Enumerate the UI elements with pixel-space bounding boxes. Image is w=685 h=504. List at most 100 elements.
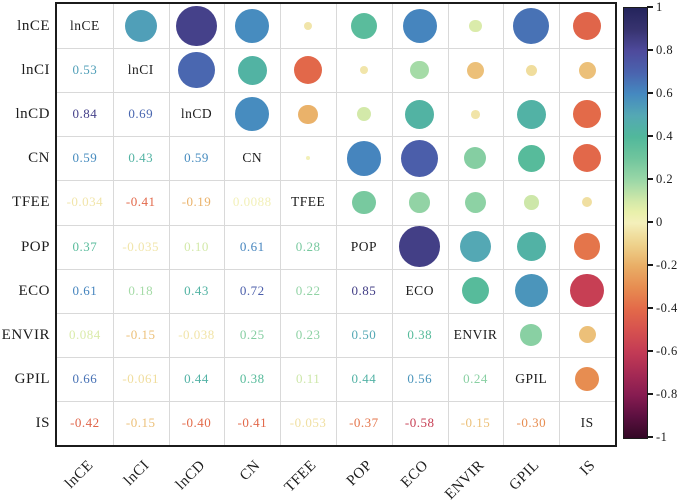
correlation-circle-cell (336, 92, 392, 136)
colorbar-tick-label: -0.4 (656, 301, 678, 315)
correlation-circle (578, 61, 596, 79)
correlation-circle-cell (336, 4, 392, 48)
gridline-horizontal (57, 224, 615, 226)
correlation-circle-cell (336, 136, 392, 180)
correlation-value-cell: 0.69 (113, 92, 169, 136)
correlation-circle-cell (559, 92, 615, 136)
correlation-value-cell: 0.44 (169, 357, 225, 401)
correlation-value: 0.66 (72, 370, 98, 386)
correlation-circle (356, 107, 371, 122)
correlation-value: 0.23 (295, 326, 321, 342)
correlation-circle-cell (392, 4, 448, 48)
colorbar-tick (647, 92, 653, 94)
correlation-circle (523, 195, 539, 210)
correlation-circle-cell (224, 4, 280, 48)
correlation-circle (582, 197, 593, 208)
correlation-circle-cell (280, 92, 336, 136)
y-axis-label-lnCI: lnCI (21, 62, 50, 79)
correlation-circle (516, 99, 546, 129)
correlation-circle (517, 144, 545, 172)
variable-label: GPIL (515, 370, 548, 386)
variable-label: TFEE (290, 194, 326, 210)
correlation-value-cell: 0.24 (448, 357, 504, 401)
correlation-circle (575, 366, 600, 391)
correlation-circle-cell (503, 92, 559, 136)
correlation-value-cell: 0.85 (336, 269, 392, 313)
gridline-vertical (559, 4, 561, 445)
correlation-value: 0.084 (69, 326, 101, 342)
correlation-circle (409, 192, 430, 213)
correlation-circle (350, 12, 378, 40)
correlation-circle-cell (559, 4, 615, 48)
correlation-circle (573, 100, 601, 129)
correlation-value: -0.58 (404, 414, 435, 430)
x-axis-label-lnCD: lnCD (172, 457, 209, 494)
correlation-value-cell: 0.84 (57, 92, 113, 136)
correlation-circle (304, 22, 313, 31)
correlation-circle-cell (224, 48, 280, 92)
correlation-value: 0.11 (295, 370, 321, 386)
correlation-value: 0.44 (184, 370, 209, 386)
correlation-value-cell: -0.42 (57, 401, 113, 445)
gridline-vertical (391, 4, 393, 445)
correlation-circle (178, 51, 215, 89)
correlation-value-cell: 0.22 (280, 269, 336, 313)
correlation-circle (520, 323, 543, 346)
correlation-circle-cell (503, 269, 559, 313)
correlation-value: -0.061 (122, 370, 159, 386)
correlation-circle-cell (448, 136, 504, 180)
correlation-circle (466, 61, 484, 79)
correlation-value-cell: 0.50 (336, 313, 392, 357)
correlation-circle (570, 273, 604, 308)
gridline-horizontal (57, 400, 615, 402)
correlation-circle (359, 66, 368, 75)
gridline-vertical (503, 4, 505, 445)
diagonal-cell-IS: IS (559, 401, 615, 445)
correlation-circle-cell (336, 48, 392, 92)
correlation-circle-cell (392, 180, 448, 224)
colorbar-tick-label: -0.6 (656, 344, 678, 358)
correlation-circle-cell (336, 180, 392, 224)
correlation-value: 0.59 (72, 150, 98, 166)
correlation-circle-cell (503, 225, 559, 269)
correlation-circle (237, 55, 267, 85)
correlation-value: 0.43 (128, 150, 154, 166)
correlation-value-cell: -0.15 (113, 313, 169, 357)
colorbar-tick (647, 393, 653, 395)
correlation-value: -0.37 (349, 414, 379, 430)
correlation-value: -0.40 (181, 414, 212, 430)
correlation-circle (464, 191, 487, 213)
y-axis-label-lnCE: lnCE (17, 18, 50, 34)
correlation-circle (513, 8, 550, 44)
variable-label: lnCE (70, 18, 100, 34)
colorbar-tick (647, 221, 653, 223)
correlation-circle-cell (559, 313, 615, 357)
colorbar-tick (647, 307, 653, 309)
correlation-circle-cell (392, 48, 448, 92)
diagonal-cell-lnCD: lnCD (169, 92, 225, 136)
gridline-horizontal (57, 356, 615, 358)
correlation-circle-cell (448, 92, 504, 136)
correlation-value: -0.41 (125, 194, 156, 210)
correlation-circle (399, 226, 440, 267)
correlation-value-cell: 0.61 (224, 225, 280, 269)
correlation-value: -0.42 (70, 414, 100, 430)
colorbar-tick-label: -1 (656, 430, 668, 444)
x-axis-label-POP: POP (343, 457, 376, 490)
y-axis-label-TFEE: TFEE (12, 194, 50, 211)
correlation-circle (235, 97, 270, 132)
correlation-value: -0.15 (125, 414, 156, 430)
colorbar-tick (647, 178, 653, 180)
correlation-circle (410, 60, 430, 80)
correlation-circle (578, 326, 596, 344)
correlation-value-cell: -0.053 (280, 401, 336, 445)
correlation-circle-cell (559, 357, 615, 401)
correlation-circle-cell (559, 225, 615, 269)
correlation-circle-cell (392, 92, 448, 136)
colorbar-tick-label: 0.2 (656, 172, 674, 186)
correlation-value-cell: 0.56 (392, 357, 448, 401)
correlation-value: -0.038 (178, 326, 215, 342)
correlation-value-cell: -0.035 (113, 225, 169, 269)
y-axis-label-IS: IS (35, 414, 50, 431)
correlation-value: 0.53 (72, 62, 98, 78)
